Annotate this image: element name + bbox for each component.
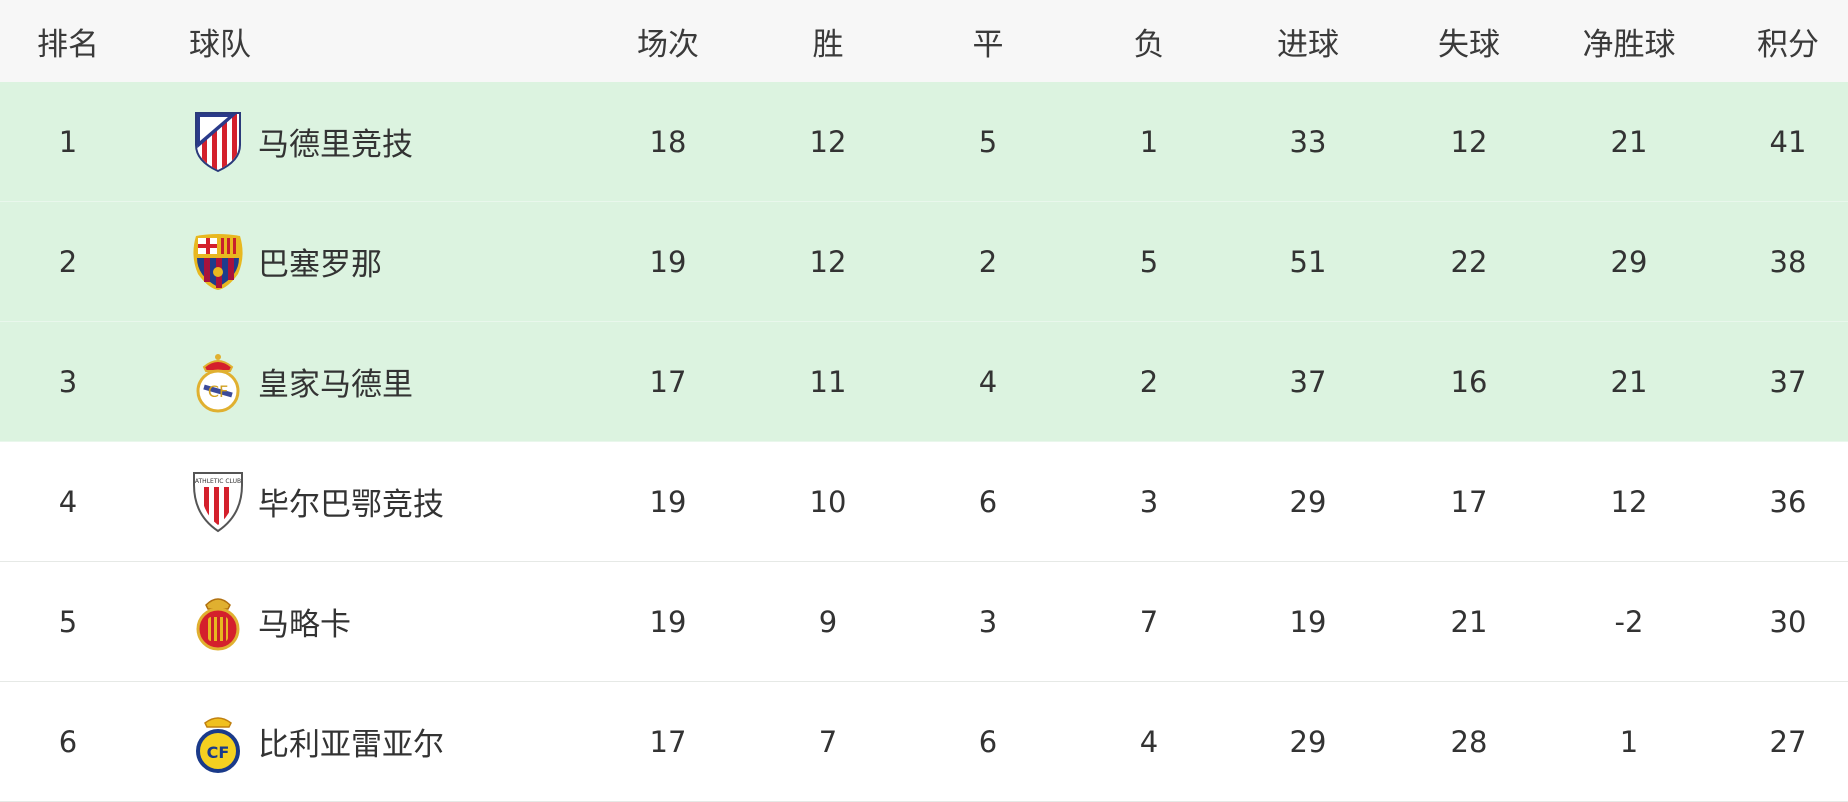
team-cell[interactable]: CF 皇家马德里 bbox=[190, 322, 413, 441]
played-value: 19 bbox=[649, 604, 687, 639]
drawn-value: 4 bbox=[978, 364, 998, 399]
ga-value: 28 bbox=[1450, 724, 1488, 759]
col-drawn: 平 bbox=[972, 26, 1004, 63]
pts-value: 38 bbox=[1769, 244, 1807, 279]
team-cell[interactable]: 马德里竞技 bbox=[190, 82, 413, 201]
team-cell[interactable]: 马略卡 bbox=[190, 562, 351, 681]
played-value: 19 bbox=[649, 484, 687, 519]
svg-text:ATHLETIC CLUB: ATHLETIC CLUB bbox=[195, 478, 241, 485]
table-row: 2 巴塞罗那 19 12 2 5 51 22 29 38 bbox=[0, 202, 1848, 322]
played-value: 19 bbox=[649, 244, 687, 279]
table-row: 3 CF 皇家马德里 17 11 4 2 37 16 21 37 bbox=[0, 322, 1848, 442]
table-row: 6 CF 比利亚雷亚尔 17 7 6 4 29 28 1 27 bbox=[0, 682, 1848, 802]
col-rank: 排名 bbox=[37, 26, 99, 63]
gf-value: 19 bbox=[1289, 604, 1327, 639]
gf-value: 33 bbox=[1289, 124, 1327, 159]
drawn-value: 2 bbox=[978, 244, 998, 279]
athletic-club-crest-icon: ATHLETIC CLUB bbox=[190, 470, 246, 534]
won-value: 12 bbox=[809, 124, 847, 159]
col-lost: 负 bbox=[1133, 26, 1165, 63]
col-won: 胜 bbox=[812, 26, 844, 63]
lost-value: 1 bbox=[1139, 124, 1159, 159]
svg-text:CF: CF bbox=[207, 743, 230, 762]
won-value: 11 bbox=[809, 364, 847, 399]
gd-value: 29 bbox=[1610, 244, 1648, 279]
rank: 6 bbox=[58, 724, 78, 759]
lost-value: 3 bbox=[1139, 484, 1159, 519]
barcelona-crest-icon bbox=[190, 230, 246, 294]
won-value: 10 bbox=[809, 484, 847, 519]
gd-value: 21 bbox=[1610, 124, 1648, 159]
team-cell[interactable]: CF 比利亚雷亚尔 bbox=[190, 682, 444, 801]
team-cell[interactable]: ATHLETIC CLUB 毕尔巴鄂竞技 bbox=[190, 442, 444, 561]
ga-value: 17 bbox=[1450, 484, 1488, 519]
gf-value: 29 bbox=[1289, 484, 1327, 519]
pts-value: 36 bbox=[1769, 484, 1807, 519]
table-header: 排名 球队 场次 胜 平 负 进球 失球 净胜球 积分 bbox=[0, 0, 1848, 82]
drawn-value: 6 bbox=[978, 484, 998, 519]
drawn-value: 6 bbox=[978, 724, 998, 759]
gf-value: 29 bbox=[1289, 724, 1327, 759]
ga-value: 16 bbox=[1450, 364, 1488, 399]
ga-value: 22 bbox=[1450, 244, 1488, 279]
col-goal-diff: 净胜球 bbox=[1582, 26, 1676, 63]
rank: 3 bbox=[58, 364, 78, 399]
team-name: 比利亚雷亚尔 bbox=[258, 727, 444, 763]
gd-value: 1 bbox=[1619, 724, 1639, 759]
played-value: 17 bbox=[649, 364, 687, 399]
team-name: 毕尔巴鄂竞技 bbox=[258, 487, 444, 523]
ga-value: 21 bbox=[1450, 604, 1488, 639]
col-team: 球队 bbox=[189, 26, 251, 63]
team-name: 马略卡 bbox=[258, 607, 351, 643]
table-row: 1 马德里竞技 18 12 5 1 33 12 21 41 bbox=[0, 82, 1848, 202]
table-row: 4 ATHLETIC CLUB 毕尔巴鄂竞技 19 10 6 3 29 17 12 36 bbox=[0, 442, 1848, 562]
mallorca-crest-icon bbox=[190, 590, 246, 654]
won-value: 9 bbox=[818, 604, 838, 639]
table-row: 5 马略卡 19 9 3 7 19 21 -2 30 bbox=[0, 562, 1848, 682]
won-value: 7 bbox=[818, 724, 838, 759]
played-value: 17 bbox=[649, 724, 687, 759]
col-points: 积分 bbox=[1757, 26, 1819, 63]
won-value: 12 bbox=[809, 244, 847, 279]
team-name: 马德里竞技 bbox=[258, 127, 413, 163]
team-name: 巴塞罗那 bbox=[258, 247, 382, 283]
col-played: 场次 bbox=[637, 26, 699, 63]
gd-value: 12 bbox=[1610, 484, 1648, 519]
rank: 4 bbox=[58, 484, 78, 519]
real-madrid-crest-icon: CF bbox=[190, 350, 246, 414]
pts-value: 30 bbox=[1769, 604, 1807, 639]
villarreal-crest-icon: CF bbox=[190, 710, 246, 774]
lost-value: 7 bbox=[1139, 604, 1159, 639]
lost-value: 2 bbox=[1139, 364, 1159, 399]
rank: 1 bbox=[58, 124, 78, 159]
lost-value: 4 bbox=[1139, 724, 1159, 759]
pts-value: 41 bbox=[1769, 124, 1807, 159]
rank: 2 bbox=[58, 244, 78, 279]
pts-value: 37 bbox=[1769, 364, 1807, 399]
gf-value: 51 bbox=[1289, 244, 1327, 279]
team-name: 皇家马德里 bbox=[258, 367, 413, 403]
drawn-value: 5 bbox=[978, 124, 998, 159]
gd-value: 21 bbox=[1610, 364, 1648, 399]
svg-text:CF: CF bbox=[208, 382, 228, 401]
ga-value: 12 bbox=[1450, 124, 1488, 159]
col-goals-against: 失球 bbox=[1438, 26, 1500, 63]
rank: 5 bbox=[58, 604, 78, 639]
gd-value: -2 bbox=[1614, 604, 1644, 639]
pts-value: 27 bbox=[1769, 724, 1807, 759]
drawn-value: 3 bbox=[978, 604, 998, 639]
col-goals-for: 进球 bbox=[1277, 26, 1339, 63]
played-value: 18 bbox=[649, 124, 687, 159]
atletico-madrid-crest-icon bbox=[190, 110, 246, 174]
lost-value: 5 bbox=[1139, 244, 1159, 279]
gf-value: 37 bbox=[1289, 364, 1327, 399]
team-cell[interactable]: 巴塞罗那 bbox=[190, 202, 382, 321]
